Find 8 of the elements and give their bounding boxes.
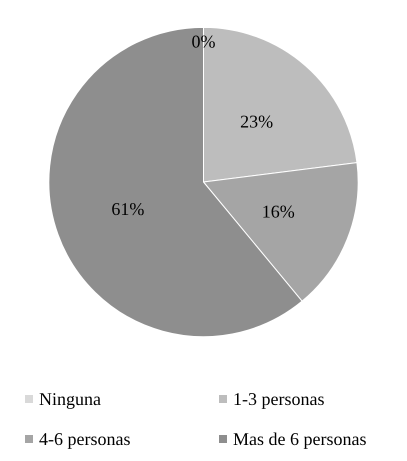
data-label: 23%	[240, 112, 274, 132]
data-label: 16%	[262, 202, 295, 222]
text: 0%	[192, 32, 216, 52]
legend-label: 1-3 personas	[233, 389, 324, 409]
data-label: 61%	[111, 199, 144, 220]
legend-label: 4-6 personas	[39, 429, 130, 449]
legend-label: Mas de 6 personas	[233, 429, 366, 449]
legend-label: Ninguna	[39, 389, 101, 409]
